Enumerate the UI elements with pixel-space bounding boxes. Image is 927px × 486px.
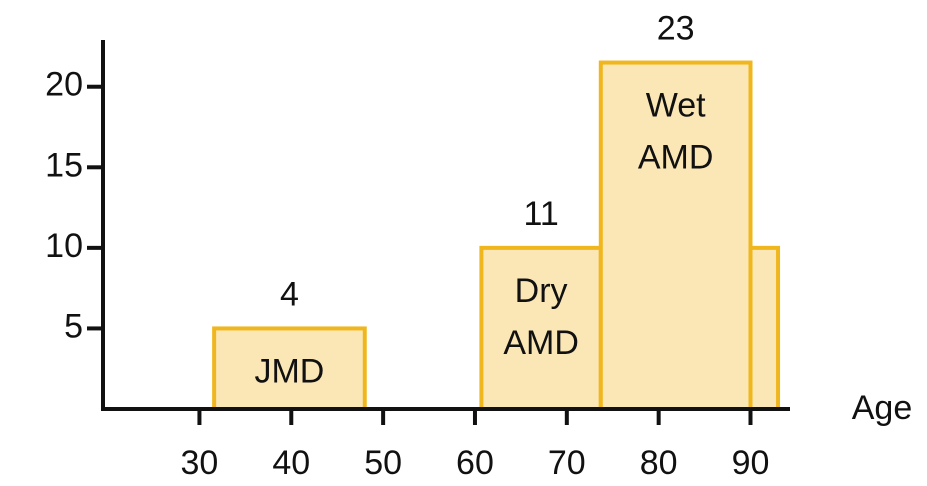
- x-tick-label: 30: [181, 444, 219, 482]
- x-tick-label: 50: [364, 444, 402, 482]
- bar-label: JMD: [254, 352, 324, 390]
- x-tick-label: 60: [456, 444, 494, 482]
- y-tick-label: 5: [64, 307, 83, 345]
- y-tick-label: 20: [45, 66, 83, 104]
- x-axis-label: Age: [852, 389, 913, 427]
- bar-label: AMD: [503, 324, 579, 362]
- y-tick-label: 10: [45, 227, 83, 265]
- x-tick-label: 90: [732, 444, 770, 482]
- count-label: 23: [657, 10, 695, 48]
- bar-label: AMD: [638, 139, 714, 177]
- bar: [748, 245, 781, 411]
- x-tick-label: 70: [548, 444, 586, 482]
- x-tick-label: 80: [640, 444, 678, 482]
- y-tick-label: 15: [45, 146, 83, 184]
- bar-label: Wet: [646, 87, 706, 125]
- x-tick-label: 40: [272, 444, 310, 482]
- count-label: 4: [280, 275, 299, 313]
- bar-label: Dry: [515, 272, 568, 310]
- bar: [598, 60, 753, 411]
- bar: [479, 245, 603, 411]
- count-label: 11: [523, 195, 558, 233]
